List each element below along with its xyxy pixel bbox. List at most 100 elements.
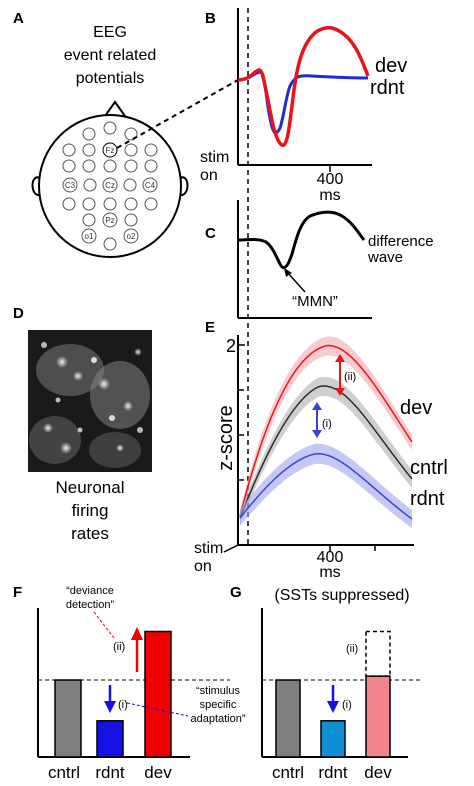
electrode [124,213,138,227]
electrode [144,159,158,173]
electrode-c4 [142,177,158,193]
f-xlabel-rdnt: rdnt [95,763,125,782]
electrode [144,143,158,157]
deviance-annotation-1: “deviance [66,585,114,597]
stim-label-b-1: stim [200,149,229,166]
f-arrow-up-red [131,627,143,672]
stim-pointer-e [223,544,239,553]
label-dev-e: dev [400,397,432,419]
difference-wave-label-1: difference [368,233,434,250]
electrode-label-o2: o2 [127,232,136,241]
electrode-label-c4: C4 [145,181,156,190]
f-bars [54,630,172,758]
panel-label-f: F [13,584,22,601]
label-dev-b: dev [375,55,407,77]
cntrl-mean-line [239,385,413,519]
head-left-ear [31,176,41,196]
head-nose [103,100,127,117]
e-tick-label-400: 400 [317,549,344,566]
panel-label-g: G [230,584,242,601]
difference-wave-label-2: wave [367,249,403,266]
panel-d: Neuronal firing rates [28,330,152,543]
mmn-label: “MMN” [292,293,338,310]
electrode-fz [102,142,118,158]
g-bars [275,630,391,758]
panel-label-d: D [13,305,24,322]
bar-cntrl [275,679,301,758]
arrow-i-blue [312,402,322,438]
electrode [83,178,97,192]
electrode-o1 [81,228,97,244]
electrode [62,159,76,173]
electrode-label-cz: Cz [105,181,115,190]
fz-connector-dashed [116,79,239,149]
neuronal-caption-line-2: firing [72,501,109,520]
g-title: (SSTs suppressed) [274,587,409,604]
dev-confidence-band [240,336,412,522]
g-xlabel-dev: dev [364,763,392,782]
stim-label-e-1: stim [194,540,223,557]
bar-cntrl [54,679,82,758]
marker-i-f: (i) [118,699,128,711]
stim-label-b-2: on [200,167,218,184]
mmn-arrowhead [284,268,292,277]
e-ylabel: z-score [215,405,237,471]
mmn-arrow-line [286,271,306,293]
e-ytick-label-2: 2 [226,336,236,356]
rdnt-confidence-band [240,443,412,528]
electrode-pz [102,212,118,228]
electrode [82,213,96,227]
electrode-label-pz: Pz [105,216,114,225]
panel-label-e: E [205,319,215,336]
neuronal-caption-line-3: rates [71,524,109,543]
ssa-annotation-2: specific [200,699,237,711]
marker-i-g: (i) [342,699,352,711]
electrode [62,197,76,211]
electrode-label-c3: C3 [65,181,76,190]
ssa-annotation-1: “stimulus [196,685,241,697]
panel-a: EEG event related potentials [31,24,239,258]
electrode [144,197,158,211]
cntrl-confidence-band [240,376,412,524]
bar-dev [365,675,391,758]
rdnt-mean-line [239,453,413,520]
panel-b: dev rdnt stim on 400 ms [200,8,407,204]
bar-dev [144,630,172,758]
electrode-cz [102,177,118,193]
bar-rdnt [320,720,346,758]
electrode-c3 [62,177,78,193]
erp-curve-rdnt [237,70,369,135]
electrode [124,159,138,173]
electrode [123,178,137,192]
electrode [103,159,117,173]
neuronal-caption-line-1: Neuronal [56,478,125,497]
panel-e: (ii) (i) 2 z-score dev cntrl rdnt stim o… [194,335,448,581]
eeg-title-line-3: potentials [76,70,145,87]
label-rdnt-e: rdnt [410,488,445,510]
label-cntrl-e: cntrl [410,457,448,479]
electrode [82,143,96,157]
electrode [124,143,138,157]
difference-wave-curve [237,210,366,270]
deviance-annotation-2: detection” [66,599,115,611]
electrode [103,197,117,211]
bar-dev-ghost-outline [365,630,391,677]
e-unit-label: ms [319,564,340,581]
erp-curve-dev [237,26,370,147]
panel-label-c: C [205,225,216,242]
marker-ii-g: (ii) [346,643,358,655]
g-xlabel-rdnt: rdnt [318,763,348,782]
g-arrow-down-blue [327,685,339,713]
electrode [82,197,96,211]
electrode-o2 [123,228,139,244]
panel-label-b: B [205,10,216,27]
electrode [124,197,138,211]
panel-c: difference wave “MMN” [237,200,434,319]
electrode-label-fz: Fz [106,146,115,155]
arrow-ii-red [335,354,345,396]
f-arrow-down-blue [104,685,116,713]
electrode [124,127,138,141]
bar-rdnt [96,720,124,758]
panel-f: (ii) (i) “deviance detection” “stimulus … [37,585,246,782]
